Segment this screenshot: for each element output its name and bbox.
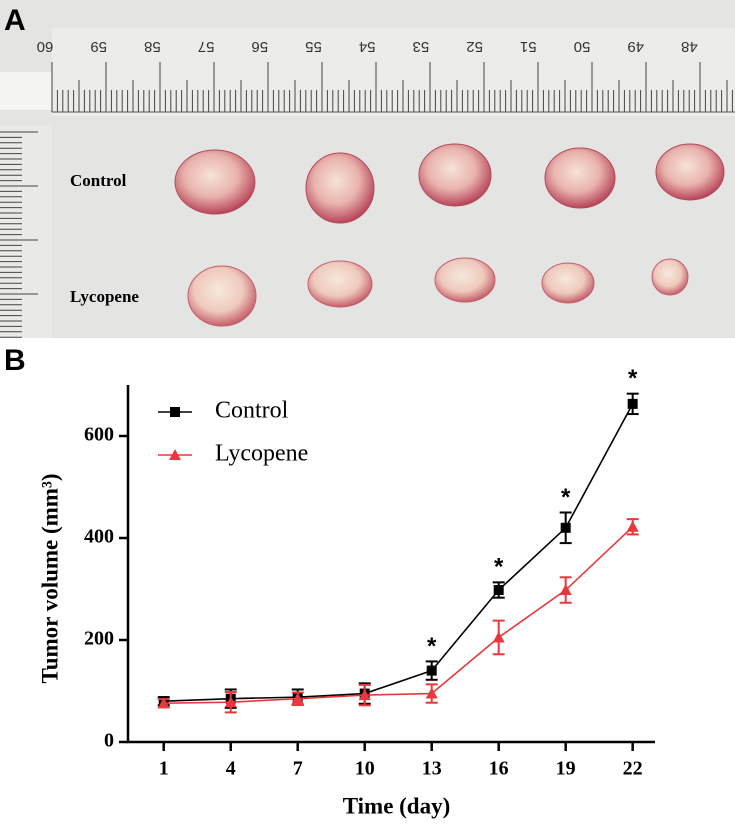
x-tick-label: 16 bbox=[489, 758, 509, 780]
ruler-label: 57 bbox=[198, 38, 215, 55]
x-tick-label: 10 bbox=[355, 758, 375, 780]
y-axis-label: Tumor volume (mm³) bbox=[37, 473, 62, 683]
marker bbox=[493, 585, 504, 596]
legend-marker bbox=[169, 449, 181, 460]
x-axis-label: Time (day) bbox=[343, 793, 451, 818]
ruler-label: 54 bbox=[359, 38, 376, 55]
marker bbox=[626, 520, 639, 532]
ruler-label: 53 bbox=[413, 38, 430, 55]
row-label: Lycopene bbox=[70, 287, 139, 306]
marker bbox=[627, 398, 638, 409]
series-line bbox=[163, 403, 634, 702]
x-tick-label: 13 bbox=[422, 758, 442, 780]
y-tick-label: 200 bbox=[84, 628, 114, 650]
marker bbox=[425, 687, 438, 699]
ruler-label: 51 bbox=[520, 38, 537, 55]
significance-label: * bbox=[628, 365, 638, 392]
panel-label: A bbox=[4, 4, 26, 37]
row-label: Control bbox=[70, 171, 127, 190]
panel-label: B bbox=[4, 344, 26, 377]
x-tick-label: 19 bbox=[556, 758, 576, 780]
ruler-label: 56 bbox=[251, 38, 268, 55]
ruler-label: 52 bbox=[466, 38, 483, 55]
y-tick-label: 600 bbox=[84, 424, 114, 446]
marker bbox=[559, 584, 572, 596]
marker bbox=[291, 692, 304, 704]
series-line bbox=[163, 526, 634, 705]
x-tick-label: 1 bbox=[159, 758, 169, 780]
ruler-label: 59 bbox=[90, 38, 107, 55]
x-tick-label: 4 bbox=[226, 758, 236, 780]
significance-label: * bbox=[427, 633, 437, 660]
legend-label: Lycopene bbox=[215, 441, 308, 467]
ruler-label: 50 bbox=[574, 38, 591, 55]
x-tick-label: 7 bbox=[293, 758, 303, 780]
marker bbox=[426, 665, 437, 676]
x-tick-label: 22 bbox=[623, 758, 643, 780]
ruler-label: 49 bbox=[627, 38, 644, 55]
marker bbox=[358, 689, 371, 701]
significance-label: * bbox=[494, 554, 504, 581]
legend-marker bbox=[170, 407, 180, 417]
ruler-label: 58 bbox=[144, 38, 161, 55]
marker bbox=[224, 696, 237, 708]
ruler-label: 55 bbox=[305, 38, 322, 55]
y-tick-label: 0 bbox=[104, 730, 114, 752]
legend-label: Control bbox=[215, 398, 289, 424]
ruler-label: 48 bbox=[681, 38, 698, 55]
marker bbox=[560, 522, 571, 533]
significance-label: * bbox=[561, 484, 571, 511]
marker bbox=[492, 631, 505, 643]
ruler-label: 60 bbox=[37, 38, 54, 55]
marker bbox=[157, 697, 170, 709]
y-tick-label: 400 bbox=[84, 526, 114, 548]
photo bbox=[0, 0, 735, 338]
